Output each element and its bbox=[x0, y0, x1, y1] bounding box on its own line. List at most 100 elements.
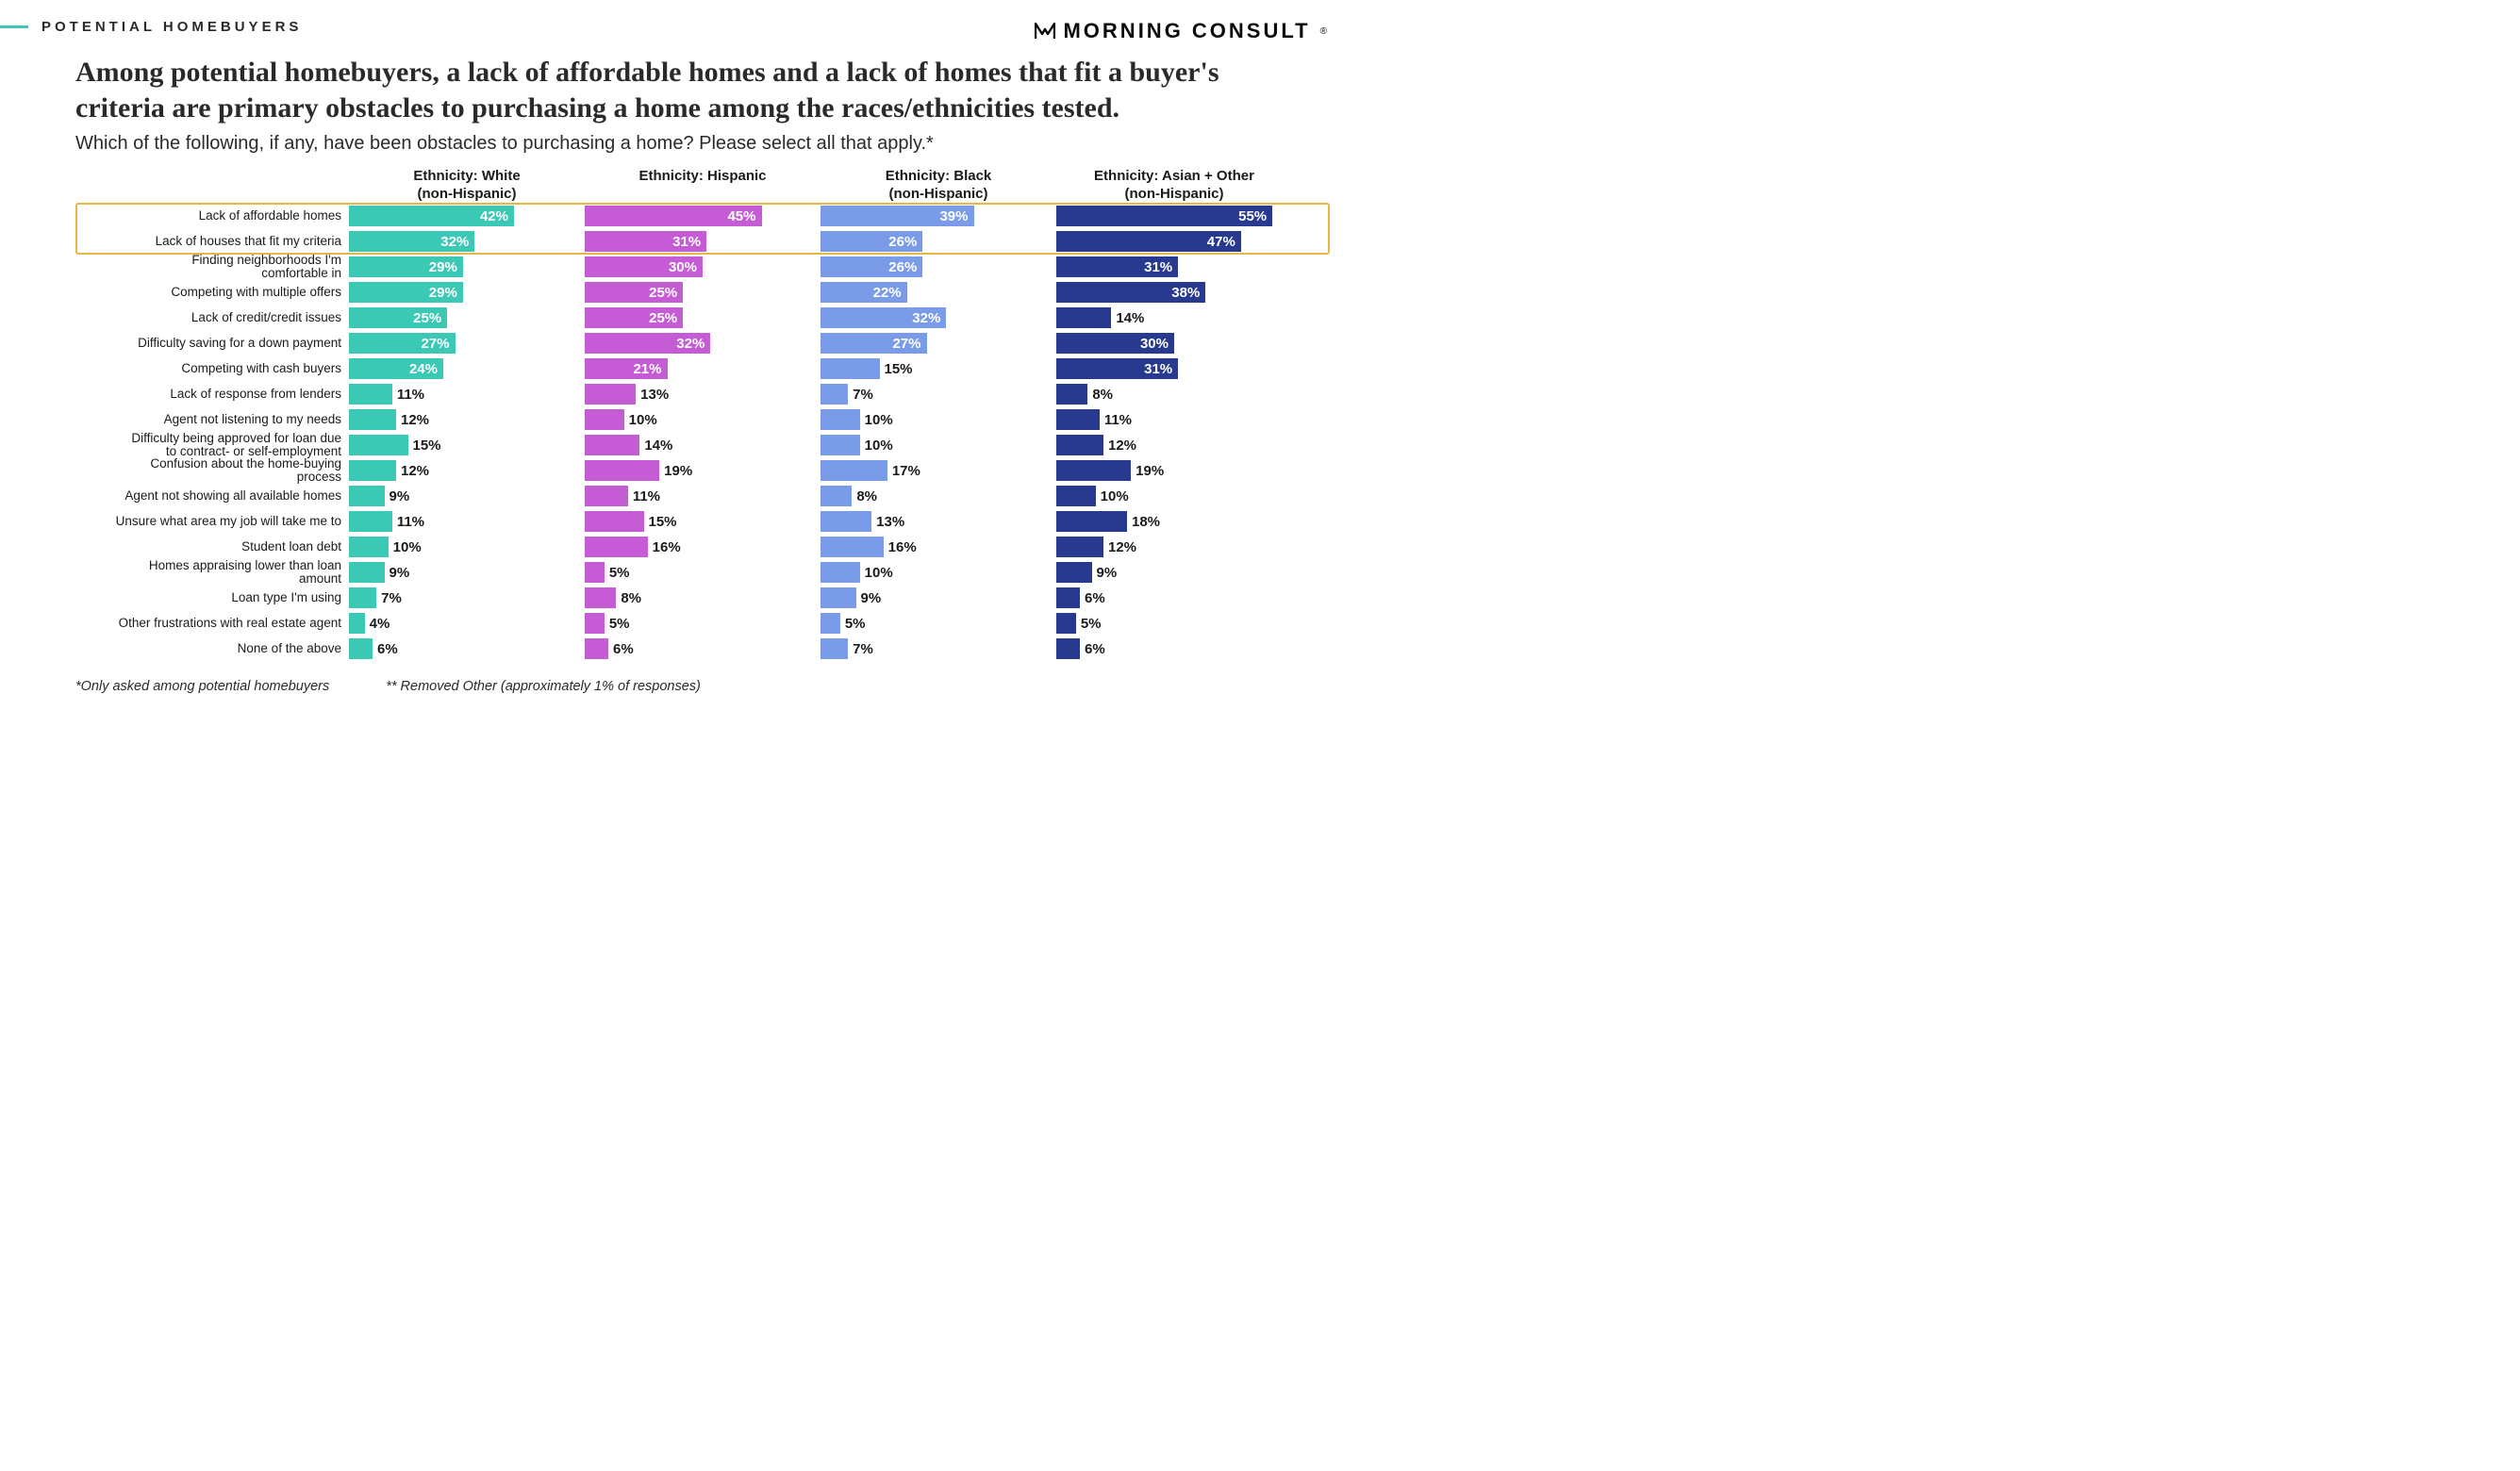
bar-value: 9% bbox=[1097, 565, 1118, 581]
chart-cell: 8% bbox=[1056, 383, 1292, 405]
bar: 7% bbox=[821, 384, 848, 405]
column-header: Ethnicity: Hispanic bbox=[585, 168, 821, 204]
bar: 29% bbox=[349, 256, 463, 277]
row-label: Student loan debt bbox=[75, 540, 349, 554]
chart-cell: 24% bbox=[349, 357, 585, 380]
bar-value: 29% bbox=[429, 259, 463, 275]
bar-value: 39% bbox=[939, 208, 973, 224]
bar-value: 6% bbox=[613, 641, 634, 657]
bar: 22% bbox=[821, 282, 907, 303]
bar-value: 21% bbox=[633, 361, 667, 377]
chart-cell: 13% bbox=[585, 383, 821, 405]
bar: 10% bbox=[821, 435, 860, 455]
bar-value: 30% bbox=[1140, 336, 1174, 352]
bar: 16% bbox=[585, 537, 648, 557]
chart-cell: 32% bbox=[585, 332, 821, 355]
row-label: Loan type I'm using bbox=[75, 591, 349, 604]
chart-cell: 9% bbox=[349, 561, 585, 584]
brand-text: MORNING CONSULT bbox=[1063, 19, 1310, 43]
bar-value: 25% bbox=[649, 310, 683, 326]
bar: 25% bbox=[585, 282, 683, 303]
bar: 31% bbox=[585, 231, 706, 252]
row-label: Confusion about the home-buyingprocess bbox=[75, 457, 349, 484]
subhead: Which of the following, if any, have bee… bbox=[75, 133, 1330, 155]
chart-cell: 10% bbox=[349, 536, 585, 558]
chart-row: Other frustrations with real estate agen… bbox=[75, 611, 1330, 636]
chart-cell: 15% bbox=[585, 510, 821, 533]
chart-cell: 29% bbox=[349, 281, 585, 304]
chart-cell: 13% bbox=[821, 510, 1056, 533]
bar-value: 30% bbox=[669, 259, 703, 275]
bar: 7% bbox=[349, 587, 376, 608]
bar-value: 31% bbox=[672, 234, 706, 250]
chart-cell: 31% bbox=[585, 230, 821, 253]
chart-cell: 55% bbox=[1056, 205, 1292, 227]
bar-value: 10% bbox=[629, 412, 657, 428]
bar: 27% bbox=[349, 333, 456, 354]
chart-cell: 5% bbox=[585, 612, 821, 635]
row-label: Difficulty being approved for loan dueto… bbox=[75, 432, 349, 458]
bar-value: 7% bbox=[853, 387, 873, 403]
brand-logo: MORNING CONSULT® bbox=[1035, 19, 1330, 43]
bar: 19% bbox=[585, 460, 659, 481]
bar-value: 12% bbox=[1108, 539, 1136, 555]
chart-cell: 12% bbox=[1056, 434, 1292, 456]
bar: 10% bbox=[585, 409, 624, 430]
bar: 5% bbox=[585, 613, 605, 634]
footnote-1: *Only asked among potential homebuyers bbox=[75, 679, 329, 694]
bar: 12% bbox=[349, 460, 396, 481]
column-header: Ethnicity: Asian + Other(non-Hispanic) bbox=[1056, 168, 1292, 204]
chart-cell: 38% bbox=[1056, 281, 1292, 304]
chart-cell: 8% bbox=[821, 485, 1056, 507]
bar-value: 10% bbox=[865, 565, 893, 581]
bar-value: 27% bbox=[892, 336, 926, 352]
bar-value: 31% bbox=[1144, 361, 1178, 377]
row-label: Lack of affordable homes bbox=[75, 209, 349, 223]
bar-value: 11% bbox=[1104, 412, 1132, 428]
headline: Among potential homebuyers, a lack of af… bbox=[75, 55, 1283, 125]
bar-value: 5% bbox=[609, 616, 630, 632]
bar-value: 5% bbox=[1081, 616, 1102, 632]
chart-cell: 26% bbox=[821, 230, 1056, 253]
chart-cell: 12% bbox=[349, 408, 585, 431]
chart-cell: 27% bbox=[349, 332, 585, 355]
chart-row: Competing with multiple offers29%25%22%3… bbox=[75, 280, 1330, 306]
bar-value: 6% bbox=[1085, 590, 1105, 606]
bar-value: 10% bbox=[865, 438, 893, 454]
bar: 12% bbox=[1056, 537, 1103, 557]
bar: 6% bbox=[349, 638, 373, 659]
bar: 5% bbox=[585, 562, 605, 583]
bar: 8% bbox=[585, 587, 616, 608]
bar: 8% bbox=[821, 486, 852, 506]
bar: 11% bbox=[1056, 409, 1100, 430]
bar: 11% bbox=[349, 384, 392, 405]
bar-value: 11% bbox=[633, 488, 660, 504]
chart-cell: 17% bbox=[821, 459, 1056, 482]
bar: 10% bbox=[1056, 486, 1096, 506]
chart-cell: 11% bbox=[349, 383, 585, 405]
bar: 18% bbox=[1056, 511, 1127, 532]
chart-row: Finding neighborhoods I'mcomfortable in2… bbox=[75, 255, 1330, 280]
chart-cell: 9% bbox=[821, 587, 1056, 609]
chart-row: Student loan debt10%16%16%12% bbox=[75, 535, 1330, 560]
chart-row: Unsure what area my job will take me to1… bbox=[75, 509, 1330, 535]
bar-value: 14% bbox=[644, 438, 672, 454]
bar: 12% bbox=[1056, 435, 1103, 455]
bar-value: 25% bbox=[413, 310, 447, 326]
chart-cell: 10% bbox=[1056, 485, 1292, 507]
chart-cell: 16% bbox=[821, 536, 1056, 558]
bar-value: 6% bbox=[377, 641, 398, 657]
bar-value: 13% bbox=[876, 514, 904, 530]
chart-row: Lack of credit/credit issues25%25%32%14% bbox=[75, 306, 1330, 331]
column-header: Ethnicity: Black(non-Hispanic) bbox=[821, 168, 1056, 204]
bar: 14% bbox=[585, 435, 639, 455]
footnote-2: ** Removed Other (approximately 1% of re… bbox=[386, 679, 701, 694]
chart-row: None of the above6%6%7%6% bbox=[75, 636, 1330, 662]
bar-value: 12% bbox=[401, 412, 429, 428]
chart-cell: 7% bbox=[821, 637, 1056, 660]
bar-value: 12% bbox=[401, 463, 429, 479]
bar: 45% bbox=[585, 206, 762, 226]
chart-cell: 47% bbox=[1056, 230, 1292, 253]
chart-cell: 7% bbox=[821, 383, 1056, 405]
row-label: Difficulty saving for a down payment bbox=[75, 337, 349, 350]
